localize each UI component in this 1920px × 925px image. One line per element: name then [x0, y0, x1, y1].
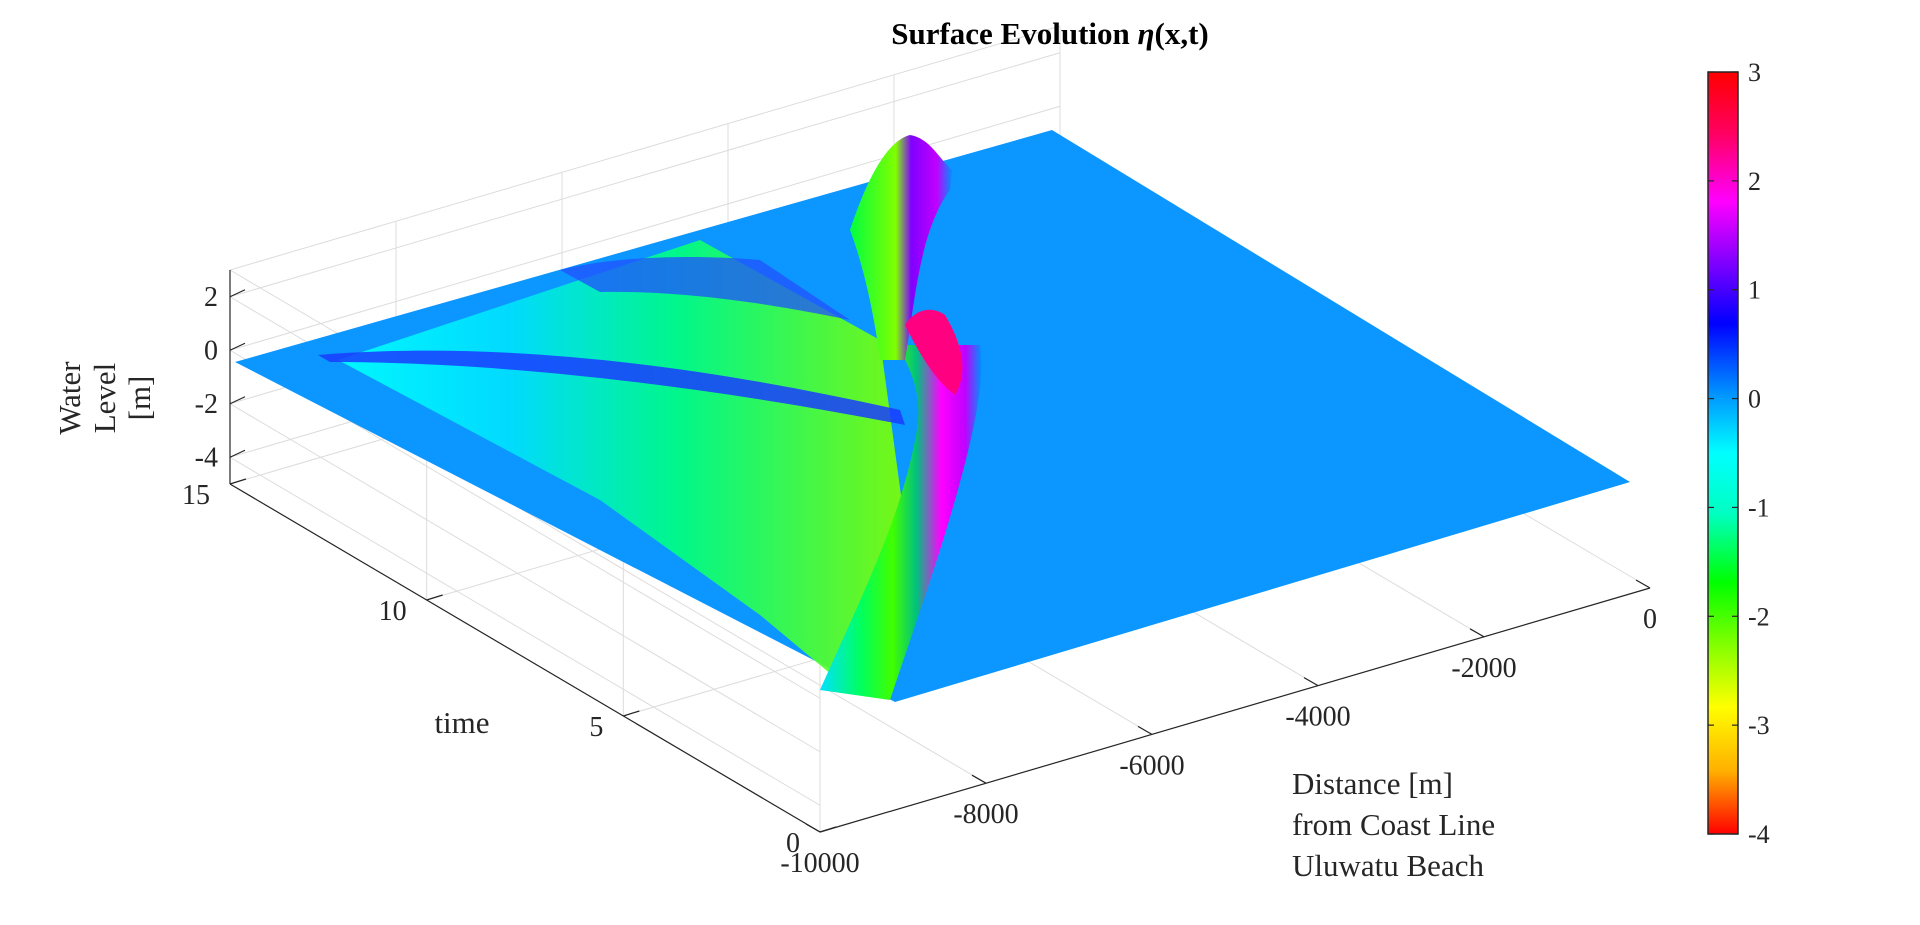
- x-tick-5: [1635, 579, 1651, 589]
- water-surface: [235, 130, 1630, 702]
- colorbar-tick-label-5: -2: [1748, 602, 1770, 631]
- y-tick-1: [623, 710, 640, 717]
- x-tick-2: [1137, 725, 1153, 735]
- z-axis-label: Water Level [m]: [52, 361, 157, 435]
- colorbar-gradient: [1707, 71, 1739, 835]
- x-tick-label-1: -8000: [953, 799, 1018, 830]
- surface-peak-crest: [905, 309, 963, 395]
- axes-lines: [229, 270, 1651, 833]
- y-tick-label-0: 0: [786, 828, 800, 859]
- z-tick-label-1: -2: [195, 389, 218, 420]
- y-tick-label-1: 5: [589, 712, 603, 743]
- x-axis-label: Distance [m] from Coast Line Uluwatu Bea…: [1292, 766, 1495, 883]
- grid-box-top-back: [229, 25, 1061, 271]
- z-tick-2: [229, 342, 246, 351]
- y-tick-label-3: 15: [182, 480, 210, 511]
- y-axis-label: time: [434, 705, 489, 740]
- x-tick-4: [1469, 628, 1485, 638]
- y-tick-0: [819, 826, 837, 833]
- colorbar-tick-label-1: 2: [1748, 167, 1761, 196]
- x-tick-label-3: -4000: [1285, 702, 1350, 733]
- z-axis-label-line-1: Water: [52, 361, 87, 435]
- tick-labels: -10000 -8000 -6000 -4000 -2000 0 0 5 10 15 -4 -2 0 2: [182, 282, 1657, 879]
- y-tick-3: [229, 478, 247, 485]
- x-axis-label-line-3: Uluwatu Beach: [1292, 848, 1484, 883]
- surface-far-wavefront: [850, 135, 952, 360]
- x-tick-1: [971, 774, 987, 784]
- x-tick-label-4: -2000: [1451, 653, 1516, 684]
- y-tick-2: [426, 594, 443, 601]
- z-tick-3: [229, 289, 246, 298]
- x-axis-label-line-2: from Coast Line: [1292, 807, 1495, 842]
- surface-reflected-crest: [560, 257, 850, 320]
- colorbar-tick-label-2: 1: [1748, 276, 1761, 305]
- grid-line-z-side-0: [229, 456, 821, 806]
- z-axis-label-line-3: [m]: [122, 376, 157, 421]
- colorbar-tick-label-0: 3: [1748, 58, 1761, 87]
- grid-line-z-back-3: [229, 52, 1061, 298]
- z-tick-label-2: 0: [204, 335, 218, 366]
- z-axis-label-line-2: Level: [87, 363, 122, 434]
- z-tick-0: [229, 449, 246, 458]
- surface-crest-band: [318, 350, 905, 425]
- colorbar: 3 2 1 0 -1 -2 -3 -4: [1707, 58, 1770, 849]
- grid-line-z-side-1: [229, 403, 821, 753]
- colorbar-tick-label-6: -3: [1748, 711, 1770, 740]
- colorbar-ticks: 3 2 1 0 -1 -2 -3 -4: [1708, 58, 1770, 849]
- z-tick-1: [229, 396, 246, 405]
- x-tick-3: [1303, 677, 1319, 687]
- colorbar-tick-label-3: 0: [1748, 385, 1761, 414]
- x-tick-label-5: 0: [1643, 604, 1657, 635]
- x-axis-label-line-1: Distance [m]: [1292, 766, 1453, 801]
- y-axis-line: [229, 483, 821, 833]
- colorbar-tick-label-7: -4: [1748, 820, 1770, 849]
- chart-title: Surface Evolution η(x,t): [891, 16, 1209, 51]
- x-tick-label-0: -10000: [780, 848, 859, 879]
- surface-wavefront-band: [820, 345, 982, 700]
- z-tick-label-0: -4: [195, 442, 218, 473]
- y-tick-label-2: 10: [379, 596, 407, 627]
- x-tick-0: [805, 823, 821, 833]
- x-axis-line: [819, 587, 1651, 833]
- x-tick-label-2: -6000: [1119, 750, 1184, 781]
- z-tick-label-3: 2: [204, 282, 218, 313]
- colorbar-tick-label-4: -1: [1748, 493, 1770, 522]
